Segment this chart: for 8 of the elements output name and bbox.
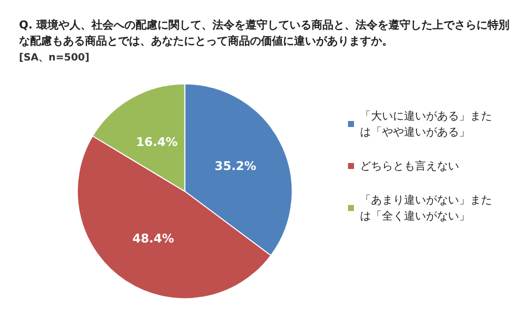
data-label: 35.2%	[214, 158, 256, 173]
legend-label: どちらとも言えない	[360, 160, 459, 172]
data-label: 16.4%	[136, 134, 178, 149]
legend-label: 「あまり違いがない」または「全く違いがない」	[360, 194, 492, 222]
chart-subtitle: [SA、n=500]	[19, 52, 90, 64]
chart-title: Q. 環境や人、社会への配慮に関して、法令を遵守している商品と、法令を遵守した上でさらに特別な配慮もある商品とでは、あなたにとって商品の価値に違いがありますか。	[19, 18, 510, 48]
data-label: 48.4%	[132, 231, 174, 246]
legend-label: 「大いに違いがある」または「やや違いがある」	[360, 110, 492, 138]
